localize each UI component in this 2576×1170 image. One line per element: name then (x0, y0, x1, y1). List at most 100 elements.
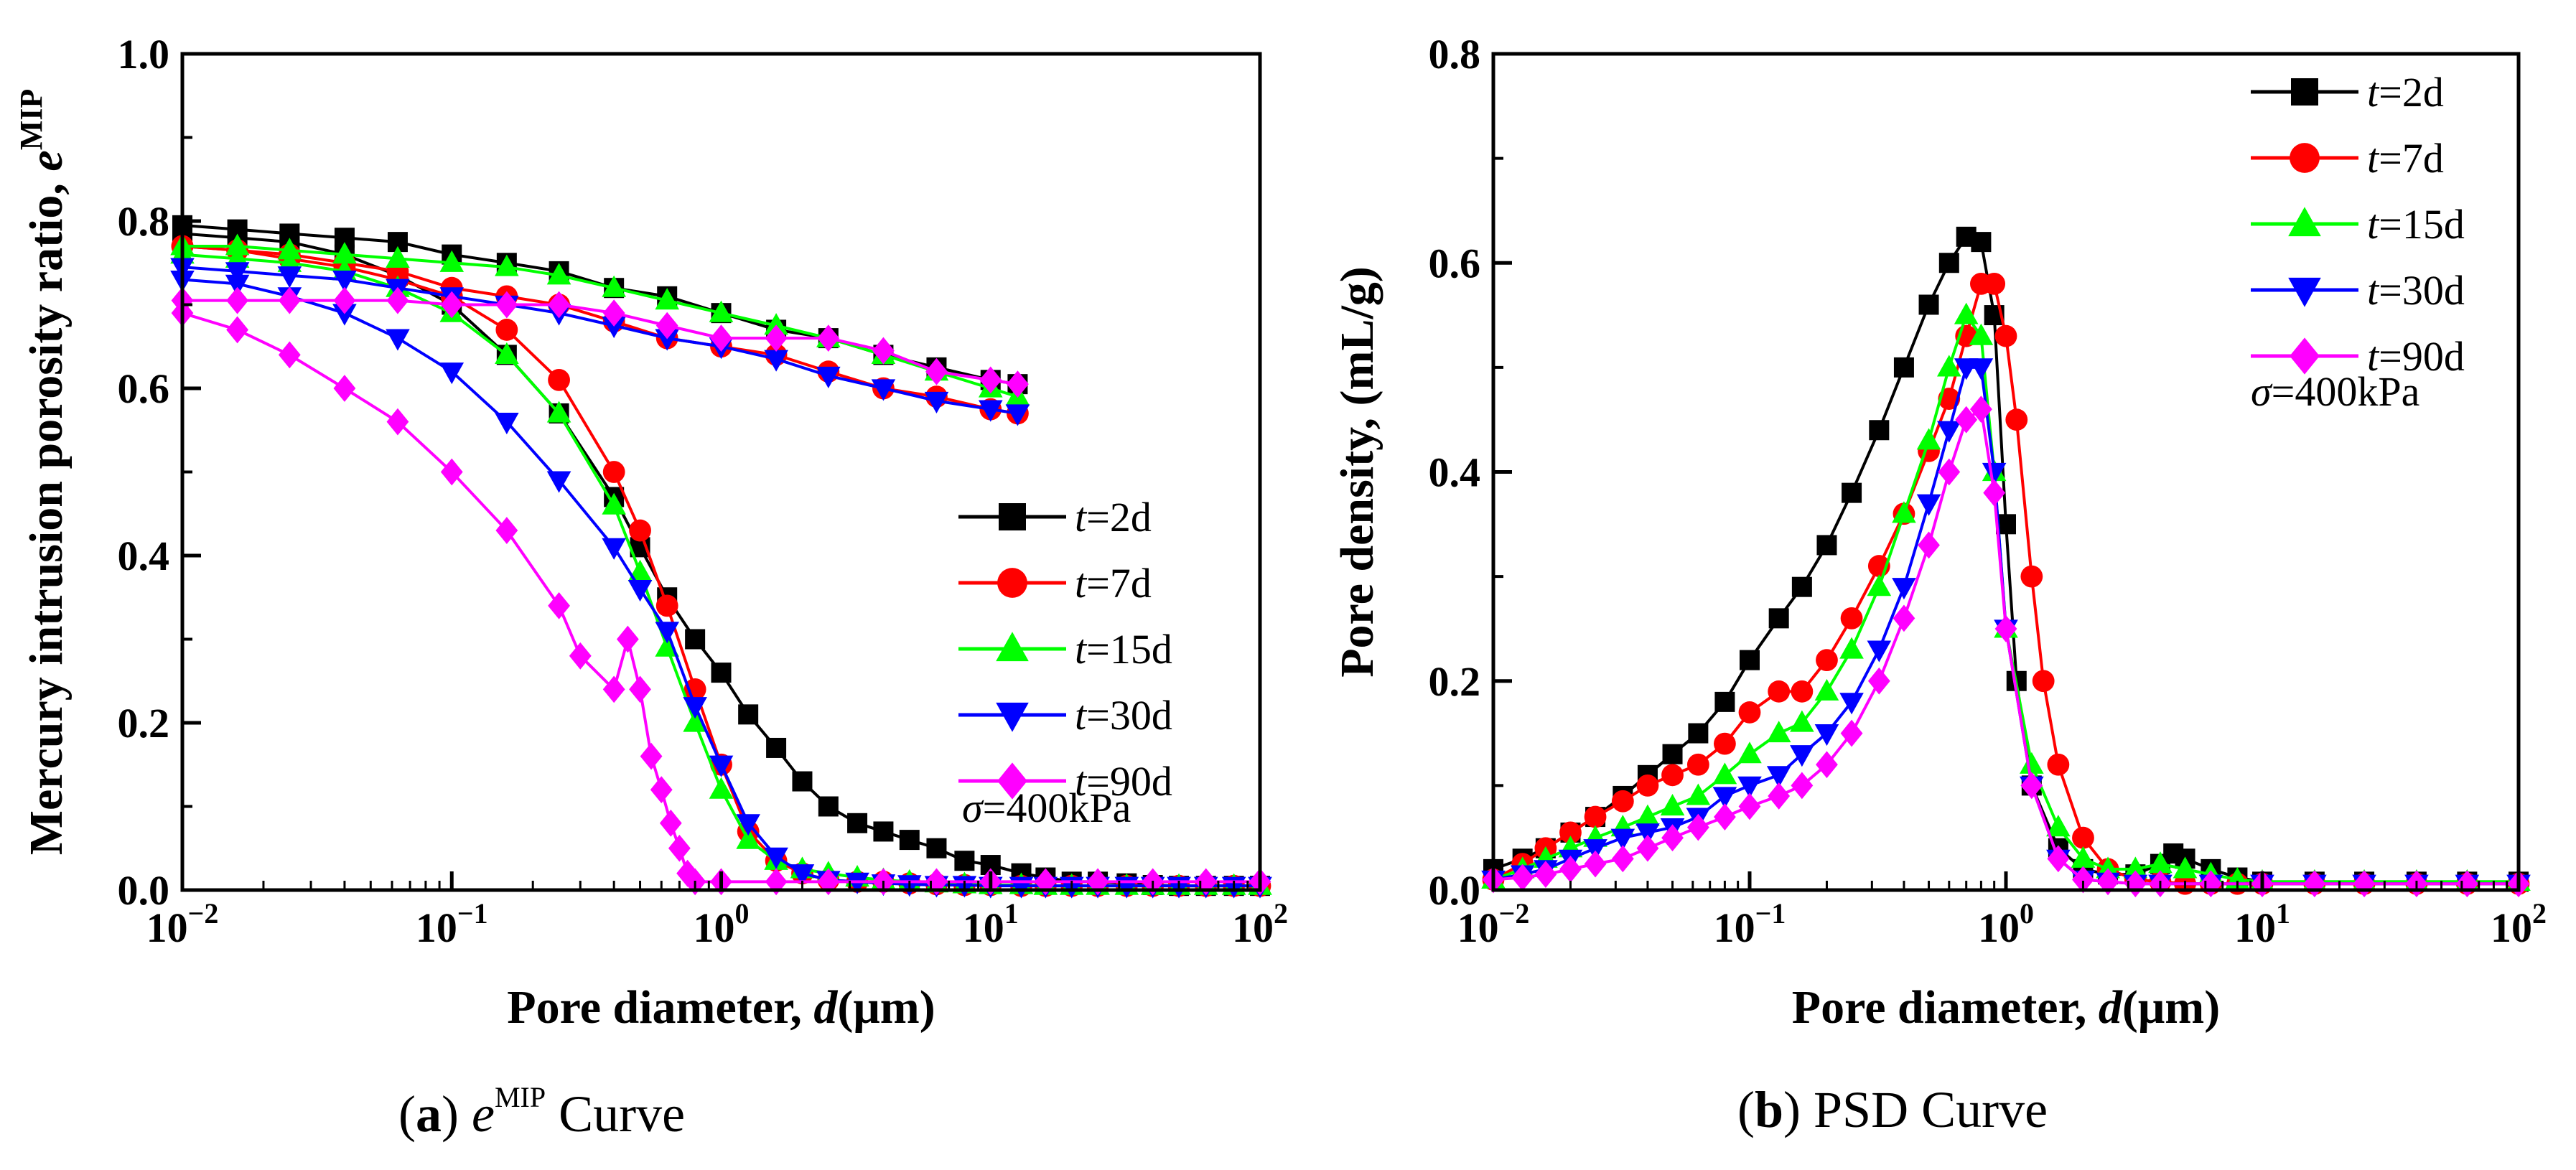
data-point (627, 559, 653, 581)
data-point (2199, 870, 2222, 898)
data-point (495, 413, 519, 435)
data-point (225, 262, 250, 284)
data-point (1534, 861, 1557, 889)
x-tick-label: 10−1 (416, 897, 488, 951)
data-point (1738, 792, 1761, 820)
data-point (2032, 670, 2055, 693)
legend-label-var: t (2367, 69, 2380, 116)
legend-label: t=15d (2367, 201, 2465, 248)
legend-marker (2291, 78, 2318, 106)
x-tick-base: 10 (694, 904, 735, 951)
chart-panel-a: 0.00.20.40.60.81.010−2 10−1 100 101 102Pore … (14, 31, 1288, 1034)
data-point (602, 299, 625, 327)
data-point (495, 517, 518, 544)
legend-marker (997, 568, 1027, 598)
data-point (440, 458, 463, 486)
data-point (709, 300, 734, 322)
data-point (817, 868, 840, 896)
x-tick-exp: 2 (2532, 897, 2547, 930)
data-point (765, 868, 788, 896)
data-point (899, 830, 920, 851)
data-point (332, 304, 357, 326)
data-point (602, 317, 626, 339)
data-point (1994, 324, 2017, 347)
data-point (1583, 839, 1607, 861)
data-point (1938, 388, 1961, 410)
data-point (1007, 370, 1029, 398)
data-point (225, 274, 250, 296)
x-axis-label-var: d (2099, 981, 2123, 1034)
legend-label-value: =2d (2379, 69, 2444, 116)
y-tick-label: 0.0 (1429, 867, 1481, 914)
data-point (738, 704, 759, 725)
data-point (1867, 667, 1890, 695)
data-point (1737, 741, 1762, 764)
legend-marker (2290, 143, 2320, 173)
data-point (764, 847, 788, 869)
data-point (2005, 408, 2028, 431)
legend-label-var: t (2367, 267, 2380, 314)
data-point (2353, 870, 2376, 898)
data-point (765, 324, 788, 352)
y-tick-label: 0.6 (1429, 240, 1481, 286)
data-point (548, 368, 570, 391)
data-point (1768, 608, 1789, 629)
legend-marker (2290, 337, 2320, 375)
data-point (1086, 868, 1109, 896)
data-point (1938, 458, 1961, 486)
data-point (2124, 870, 2147, 898)
legend-label-value: =30d (1086, 692, 1172, 739)
y-tick-label: 0.8 (1429, 31, 1481, 78)
data-point (710, 324, 732, 352)
data-point (1768, 680, 1791, 703)
data-point (2173, 856, 2198, 879)
x-tick-base: 10 (1714, 904, 1755, 951)
data-point (709, 755, 734, 777)
data-point (1982, 462, 2007, 485)
data-point (602, 538, 626, 560)
data-point (1686, 783, 1711, 805)
data-point (1790, 710, 1814, 732)
data-point (1937, 421, 1961, 443)
x-axis-label-text: Pore diameter, (1792, 981, 2099, 1034)
data-point (495, 254, 519, 276)
data-point (1916, 428, 1941, 450)
data-point (1790, 745, 1814, 767)
data-point (546, 471, 571, 493)
data-point (1816, 535, 1837, 556)
data-point (1661, 824, 1684, 852)
data-point (2020, 565, 2043, 588)
legend-label: t=15d (1075, 626, 1172, 673)
data-point (709, 777, 734, 799)
data-point (2046, 815, 2071, 837)
data-point (1983, 272, 2006, 295)
data-point (1814, 724, 1839, 747)
y-tick-label: 0.8 (118, 198, 170, 245)
data-point (1839, 637, 1864, 659)
data-point (954, 851, 975, 871)
legend-label: t=7d (1075, 560, 1152, 607)
data-point (655, 635, 680, 657)
legend-label: t=90d (1075, 758, 1172, 805)
data-point (655, 312, 678, 340)
x-tick-label: 10−2 (146, 897, 219, 951)
legend-label-value: =7d (2379, 135, 2444, 182)
y-tick-label: 0.6 (118, 365, 170, 412)
data-point (736, 827, 760, 849)
data-point (569, 642, 592, 670)
data-point (1842, 482, 1862, 503)
data-point (1869, 420, 1890, 441)
data-point (2072, 826, 2094, 849)
data-point (1559, 821, 1582, 844)
legend-label-var: t (2367, 201, 2380, 248)
x-axis-label-unit: (μm) (2122, 981, 2220, 1034)
data-point (2071, 846, 2096, 868)
data-point (386, 408, 409, 436)
x-tick-exp: 0 (735, 897, 750, 930)
x-tick-exp: −1 (1755, 897, 1786, 930)
legend-label-value: =15d (1086, 626, 1172, 673)
data-point (440, 291, 463, 319)
y-tick-label: 0.2 (118, 700, 170, 747)
